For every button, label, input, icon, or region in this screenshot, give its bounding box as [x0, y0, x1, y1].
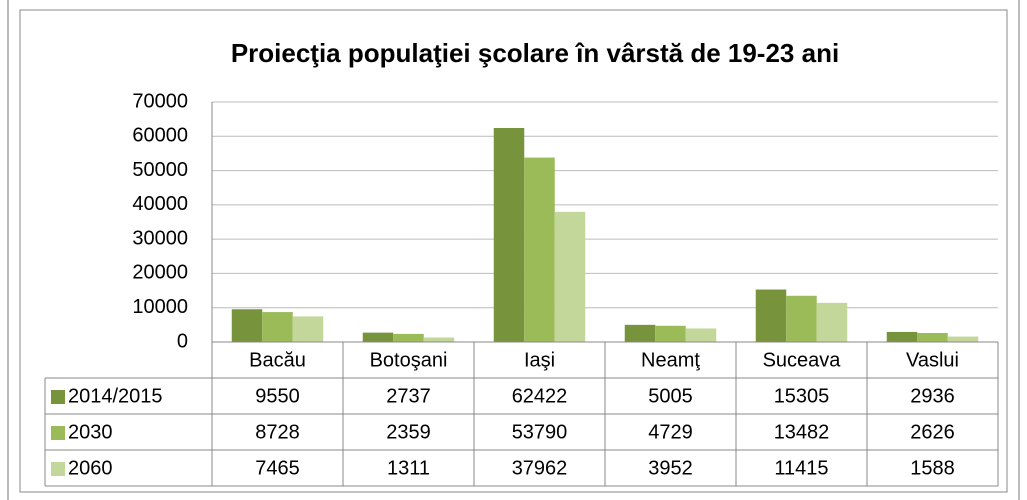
x-tick-label: Vaslui [906, 349, 959, 371]
y-tick-label: 70000 [132, 90, 188, 112]
y-tick-label: 40000 [132, 193, 188, 215]
bar [816, 302, 848, 342]
table-cell: 9550 [255, 385, 300, 407]
table-cell: 1588 [910, 457, 955, 479]
x-tick-label: Neamţ [641, 349, 700, 371]
bar [786, 295, 817, 342]
bar [917, 332, 948, 342]
table-cell: 13482 [774, 421, 830, 443]
bar [947, 336, 979, 342]
table-cell: 3952 [648, 457, 693, 479]
table-cell: 37962 [512, 457, 568, 479]
bar [423, 337, 455, 342]
bar [524, 157, 555, 342]
bar [393, 333, 424, 342]
chart-title: Proiecţia populaţiei şcolare în vârstă d… [231, 38, 839, 68]
table-cell: 62422 [512, 385, 568, 407]
legend-label: 2060 [68, 457, 113, 479]
table-cell: 8728 [255, 421, 300, 443]
table-cell: 2626 [910, 421, 955, 443]
table-cell: 5005 [648, 385, 693, 407]
bar [554, 211, 586, 342]
legend-key [51, 426, 65, 440]
legend-label: 2014/2015 [68, 385, 163, 407]
table-cell: 15305 [774, 385, 830, 407]
table-cell: 53790 [512, 421, 568, 443]
table-cell: 2737 [386, 385, 431, 407]
y-tick-label: 0 [177, 330, 188, 352]
table-cell: 1311 [387, 457, 430, 479]
x-tick-label: Bacău [249, 349, 306, 371]
x-tick-label: Suceava [763, 349, 842, 371]
y-tick-label: 10000 [132, 296, 188, 318]
table-cell: 11415 [774, 457, 828, 479]
table-cell: 2359 [386, 421, 431, 443]
table-cell: 4729 [648, 421, 693, 443]
bar [262, 312, 293, 342]
bar [624, 324, 656, 342]
bar [493, 127, 525, 342]
bar [685, 328, 717, 342]
table-cell: 2936 [910, 385, 955, 407]
bar [231, 309, 263, 342]
y-tick-label: 60000 [132, 125, 188, 147]
legend-label: 2030 [68, 421, 113, 443]
bar [655, 325, 686, 342]
x-tick-label: Iaşi [524, 349, 555, 371]
x-tick-label: Botoşani [370, 349, 448, 371]
bar [292, 316, 324, 342]
table-cell: 7465 [255, 457, 300, 479]
y-tick-label: 20000 [132, 262, 188, 284]
bar [755, 289, 787, 342]
y-tick-label: 30000 [132, 227, 188, 249]
bar [362, 332, 394, 342]
legend-key [51, 390, 65, 404]
y-tick-label: 50000 [132, 159, 188, 181]
chart-border [19, 9, 1008, 493]
bar [886, 331, 918, 342]
legend-key [51, 462, 65, 476]
